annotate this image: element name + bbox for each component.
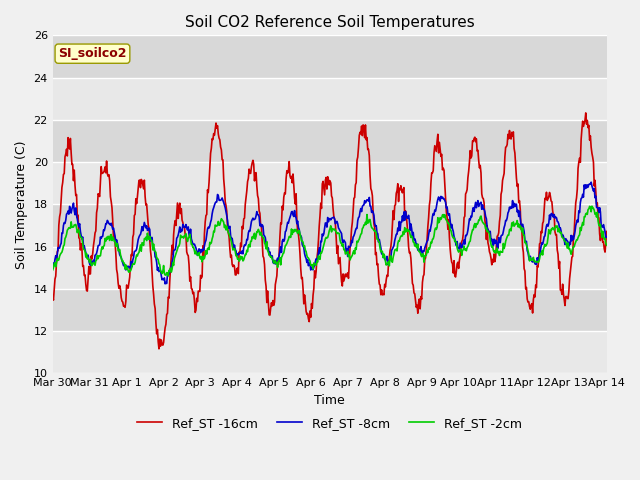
Legend: Ref_ST -16cm, Ref_ST -8cm, Ref_ST -2cm: Ref_ST -16cm, Ref_ST -8cm, Ref_ST -2cm [132, 412, 527, 435]
Line: Ref_ST -16cm: Ref_ST -16cm [52, 113, 607, 349]
Bar [52, 162, 607, 204]
Ref_ST -8cm [588, 180, 595, 185]
Bar [52, 78, 607, 120]
Ref_ST -2cm [49, 267, 56, 273]
X-axis label: Time: Time [314, 394, 345, 407]
Ref_ST -2cm [588, 204, 596, 209]
Line: Ref_ST -8cm: Ref_ST -8cm [52, 182, 607, 284]
Ref_ST -2cm [59, 247, 67, 252]
Ref_ST -16cm [603, 228, 611, 234]
Ref_ST -8cm [116, 252, 124, 258]
Ref_ST -16cm [173, 211, 180, 217]
Ref_ST -8cm [49, 264, 56, 270]
Y-axis label: Soil Temperature (C): Soil Temperature (C) [15, 140, 28, 269]
Ref_ST -2cm [116, 247, 124, 252]
Ref_ST -8cm [603, 234, 611, 240]
Ref_ST -16cm [398, 188, 406, 193]
Ref_ST -16cm [414, 311, 422, 316]
Ref_ST -16cm [155, 346, 163, 352]
Bar [52, 331, 607, 373]
Title: Soil CO2 Reference Soil Temperatures: Soil CO2 Reference Soil Temperatures [185, 15, 474, 30]
Ref_ST -8cm [173, 235, 180, 241]
Ref_ST -8cm [414, 247, 422, 253]
Ref_ST -2cm [398, 233, 406, 239]
Ref_ST -2cm [164, 273, 172, 279]
Line: Ref_ST -2cm: Ref_ST -2cm [52, 206, 607, 276]
Ref_ST -8cm [398, 219, 406, 225]
Text: SI_soilco2: SI_soilco2 [58, 47, 127, 60]
Bar [52, 289, 607, 331]
Ref_ST -16cm [59, 180, 67, 185]
Bar [52, 247, 607, 289]
Ref_ST -8cm [161, 281, 169, 287]
Ref_ST -16cm [49, 293, 56, 299]
Ref_ST -8cm [202, 238, 210, 243]
Ref_ST -2cm [603, 242, 611, 248]
Ref_ST -16cm [202, 213, 210, 218]
Ref_ST -16cm [116, 283, 124, 288]
Bar [52, 120, 607, 162]
Bar [52, 36, 607, 78]
Ref_ST -2cm [173, 248, 180, 254]
Ref_ST -16cm [582, 110, 589, 116]
Ref_ST -2cm [202, 248, 210, 253]
Bar [52, 204, 607, 247]
Ref_ST -2cm [414, 241, 422, 247]
Ref_ST -8cm [59, 230, 67, 236]
